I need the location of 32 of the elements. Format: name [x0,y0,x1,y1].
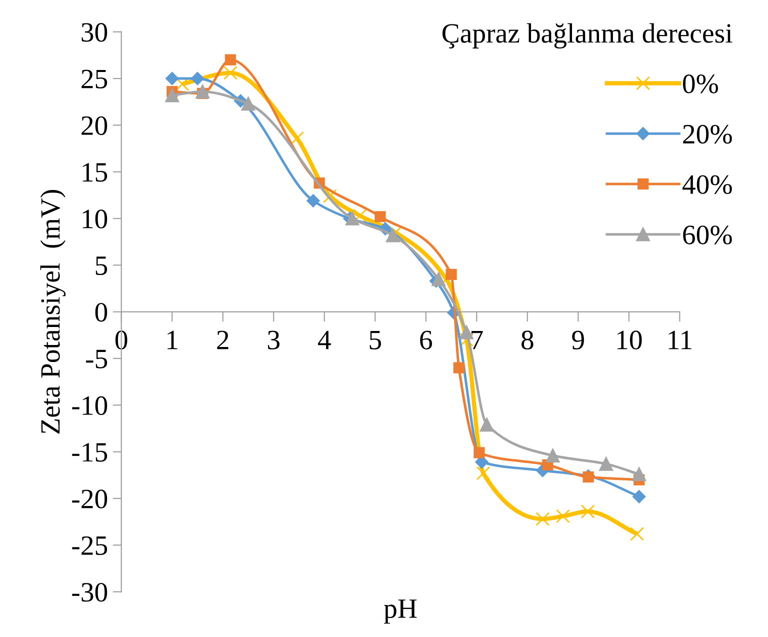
legend-label: 40% [682,175,732,194]
x-tick-label: 9 [572,330,584,350]
x-tick-label: 2 [217,330,228,350]
y-tick-label: -25 [72,536,108,556]
legend-label: 0% [682,74,718,94]
y-tick-label: 0 [95,302,108,322]
x-axis-title: pH [384,600,417,624]
x-tick-label: 4 [318,330,331,350]
y-tick-label: -10 [72,396,108,416]
x-tick-label: 8 [522,330,534,350]
x-tick-label: 6 [420,330,432,350]
y-tick-label: 15 [82,163,108,182]
x-tick-label: 1 [168,330,178,350]
legend-title: Çapraz bağlanma derecesi [442,23,732,49]
y-tick-label: 5 [96,256,108,276]
y-tick-label: 30 [82,23,108,42]
x-tick-label: 10 [617,330,642,350]
x-tick-label: 5 [370,330,381,350]
y-axis-title: Zeta Potansiyel (mV) [40,190,66,434]
y-tick-label: 25 [82,70,108,88]
y-tick-label: 20 [82,116,108,136]
x-tick-label: 11 [668,330,692,350]
x-tick-label: 3 [268,330,280,350]
y-tick-label: -5 [86,350,108,368]
legend-label: 60% [683,226,732,244]
y-tick-label: 10 [82,210,108,228]
x-tick-label: 7 [472,330,483,350]
y-tick-label: -15 [72,443,108,462]
legend-label: 20% [683,124,732,144]
y-tick-label: -20 [72,490,108,508]
y-tick-label: -30 [72,582,108,602]
x-tick-label: 0 [115,330,128,350]
